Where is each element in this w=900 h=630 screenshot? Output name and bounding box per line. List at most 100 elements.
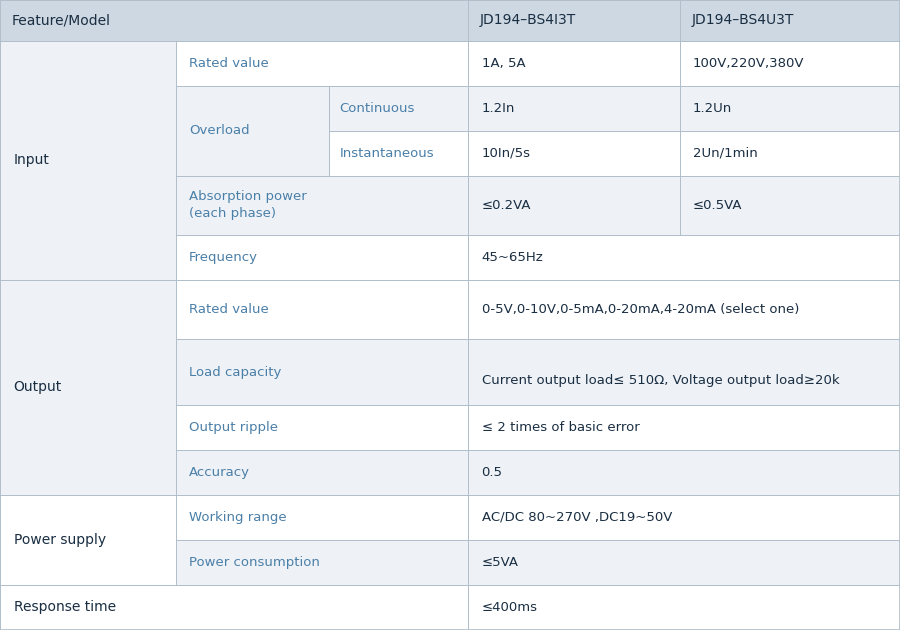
Bar <box>176 405 468 450</box>
Bar <box>176 86 328 176</box>
Text: Power consumption: Power consumption <box>189 556 320 569</box>
Bar <box>468 235 900 280</box>
Bar <box>176 495 468 540</box>
Bar <box>176 340 468 405</box>
Bar <box>680 0 900 40</box>
Bar <box>176 235 468 280</box>
Text: Rated value: Rated value <box>189 57 269 70</box>
Bar <box>468 40 680 86</box>
Bar <box>468 280 900 340</box>
Bar <box>0 495 176 585</box>
Text: 2Un/1min: 2Un/1min <box>693 147 758 159</box>
Bar <box>328 130 468 176</box>
Bar <box>176 405 468 450</box>
Bar <box>468 130 680 176</box>
Text: JD194–BS4U3T: JD194–BS4U3T <box>691 13 794 27</box>
Text: Instantaneous: Instantaneous <box>339 147 434 159</box>
Bar <box>680 40 900 86</box>
Text: Overload: Overload <box>189 124 249 137</box>
Bar <box>468 40 680 86</box>
Bar <box>468 130 680 176</box>
Text: Frequency: Frequency <box>189 251 258 264</box>
Bar <box>468 0 680 40</box>
Text: Input: Input <box>14 153 50 168</box>
Bar <box>0 0 468 40</box>
Bar <box>468 450 900 495</box>
Bar <box>468 495 900 540</box>
Bar <box>0 40 176 280</box>
Bar <box>0 495 176 585</box>
Bar <box>680 86 900 130</box>
Text: 1A, 5A: 1A, 5A <box>482 57 525 70</box>
Bar <box>468 86 680 130</box>
Text: JD194–BS4I3T: JD194–BS4I3T <box>480 13 576 27</box>
Text: Continuous: Continuous <box>339 101 415 115</box>
Bar <box>468 176 680 235</box>
Bar <box>468 340 900 405</box>
Bar <box>176 540 468 585</box>
Text: Output ripple: Output ripple <box>189 421 278 434</box>
Bar <box>176 340 468 405</box>
Bar <box>328 130 468 176</box>
Text: Response time: Response time <box>14 600 115 614</box>
Bar <box>0 585 468 630</box>
Bar <box>176 40 468 86</box>
Text: Absorption power
(each phase): Absorption power (each phase) <box>189 190 307 220</box>
Text: ≤0.5VA: ≤0.5VA <box>693 199 742 212</box>
Bar <box>680 0 900 40</box>
Bar <box>468 585 900 630</box>
Bar <box>468 585 900 630</box>
Text: Power supply: Power supply <box>14 533 105 547</box>
Bar <box>0 280 176 495</box>
Bar <box>680 86 900 130</box>
Bar <box>468 405 900 450</box>
Text: 1.2Un: 1.2Un <box>693 101 733 115</box>
Bar <box>468 0 680 40</box>
Bar <box>468 176 680 235</box>
Bar <box>0 280 176 495</box>
Bar <box>0 585 468 630</box>
Text: ≤ 2 times of basic error: ≤ 2 times of basic error <box>482 421 639 434</box>
Text: Accuracy: Accuracy <box>189 466 250 479</box>
Text: 10In/5s: 10In/5s <box>482 147 530 159</box>
Text: Current output load≤ 510Ω, Voltage output load≥20k: Current output load≤ 510Ω, Voltage outpu… <box>482 374 839 387</box>
Bar <box>468 405 900 450</box>
Bar <box>468 86 680 130</box>
Text: 0.5: 0.5 <box>482 466 502 479</box>
Bar <box>680 130 900 176</box>
Bar <box>176 280 468 340</box>
Bar <box>468 495 900 540</box>
Text: ≤5VA: ≤5VA <box>482 556 518 569</box>
Text: Rated value: Rated value <box>189 303 269 316</box>
Bar <box>680 176 900 235</box>
Bar <box>176 40 468 86</box>
Bar <box>176 280 468 340</box>
Text: 1.2In: 1.2In <box>482 101 515 115</box>
Text: ≤0.2VA: ≤0.2VA <box>482 199 531 212</box>
Bar <box>468 280 900 340</box>
Bar <box>468 540 900 585</box>
Bar <box>468 540 900 585</box>
Bar <box>176 176 468 235</box>
Bar <box>468 450 900 495</box>
Text: 100V,220V,380V: 100V,220V,380V <box>693 57 805 70</box>
Text: Output: Output <box>14 381 62 394</box>
Text: Load capacity: Load capacity <box>189 365 282 379</box>
Bar <box>0 0 468 40</box>
Bar <box>176 495 468 540</box>
Bar <box>680 40 900 86</box>
Text: AC/DC 80~270V ,DC19~50V: AC/DC 80~270V ,DC19~50V <box>482 511 672 524</box>
Bar <box>468 340 900 405</box>
Bar <box>176 86 328 176</box>
Bar <box>328 86 468 130</box>
Text: 0-5V,0-10V,0-5mA,0-20mA,4-20mA (select one): 0-5V,0-10V,0-5mA,0-20mA,4-20mA (select o… <box>482 303 799 316</box>
Bar <box>176 235 468 280</box>
Text: ≤400ms: ≤400ms <box>482 601 537 614</box>
Bar <box>680 130 900 176</box>
Bar <box>176 540 468 585</box>
Bar <box>328 86 468 130</box>
Text: Working range: Working range <box>189 511 286 524</box>
Bar <box>176 450 468 495</box>
Bar <box>0 40 176 280</box>
Bar <box>176 176 468 235</box>
